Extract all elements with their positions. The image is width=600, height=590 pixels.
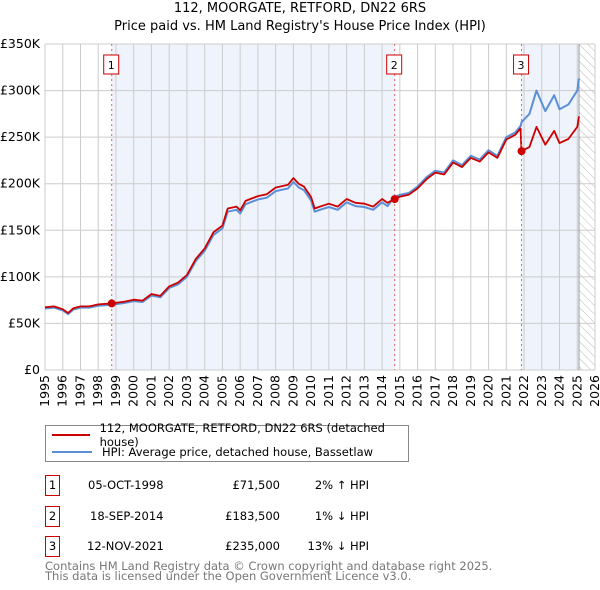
- x-tick-label: 2022: [516, 375, 531, 407]
- y-tick-label: £150K: [0, 222, 41, 237]
- footer-copyright: Contains HM Land Registry data © Crown c…: [45, 559, 493, 573]
- x-tick-label: 2023: [534, 375, 549, 407]
- x-tick-label: 2016: [410, 375, 425, 407]
- x-tick-label: 2009: [285, 375, 300, 407]
- x-tick-label: 1999: [108, 375, 123, 407]
- x-tick-label: 2002: [161, 375, 176, 407]
- sale-point: [390, 195, 399, 204]
- x-tick-label: 2018: [445, 375, 460, 407]
- sale-date: 05-OCT-1998: [88, 478, 164, 492]
- sale-price: £183,500: [225, 509, 280, 523]
- sale-marker-label: 2: [391, 59, 398, 72]
- y-tick-label: £50K: [8, 315, 41, 330]
- x-tick-label: 2003: [179, 375, 194, 407]
- chart-subtitle: Price paid vs. HM Land Registry's House …: [114, 19, 486, 34]
- sale-marker-label: 3: [518, 59, 525, 72]
- footer-licence: This data is licensed under the Open Gov…: [45, 569, 412, 583]
- sale-marker-box: [386, 54, 403, 75]
- hpi-line: [44, 78, 580, 316]
- sale-hpi-diff: 13% ↓ HPI: [307, 539, 369, 553]
- x-tick-label: 2014: [374, 375, 389, 407]
- sale-price: £235,000: [225, 539, 280, 553]
- x-tick-label: 2019: [463, 375, 478, 407]
- table-row: 1 05-OCT-1998 £71,500 2% ↑ HPI: [45, 475, 445, 497]
- shaded-range: [111, 44, 395, 370]
- legend-label: 112, MOORGATE, RETFORD, DN22 6RS (detach…: [99, 421, 385, 449]
- sale-marker-label: 1: [108, 59, 115, 72]
- property-line: [44, 116, 580, 314]
- x-tick-label: 2004: [197, 375, 212, 407]
- x-tick-label: 2008: [268, 375, 283, 407]
- x-tick-label: 1996: [55, 375, 70, 407]
- legend-label: HPI: Average price, detached house, Bass…: [102, 445, 374, 459]
- x-tick-label: 1995: [37, 375, 52, 407]
- x-tick-label: 2017: [427, 375, 442, 407]
- x-tick-label: 2026: [587, 375, 600, 407]
- sale-badge: 1: [45, 475, 60, 496]
- sale-marker-box: [513, 54, 530, 75]
- legend-swatch-hpi: [52, 451, 92, 453]
- x-tick-label: 2011: [321, 375, 336, 407]
- legend-item-hpi: HPI: Average price, detached house, Bass…: [52, 444, 373, 460]
- sale-price: £71,500: [232, 478, 280, 492]
- y-tick-label: £300K: [0, 83, 41, 98]
- y-tick-label: £200K: [0, 176, 41, 191]
- sale-point: [517, 147, 526, 156]
- y-tick-label: £100K: [0, 269, 41, 284]
- y-tick-label: £350K: [0, 36, 41, 51]
- table-row: 3 12-NOV-2021 £235,000 13% ↓ HPI: [45, 536, 445, 558]
- x-tick-label: 2005: [214, 375, 229, 407]
- sale-date: 18-SEP-2014: [90, 509, 164, 523]
- x-tick-label: 2024: [552, 375, 567, 407]
- x-tick-label: 2020: [481, 375, 496, 407]
- x-tick-label: 2021: [498, 375, 513, 407]
- sale-badge: 2: [45, 506, 60, 527]
- legend-item-property: 112, MOORGATE, RETFORD, DN22 6RS (detach…: [52, 421, 408, 449]
- x-tick-label: 2015: [392, 375, 407, 407]
- sale-hpi-diff: 1% ↓ HPI: [314, 509, 369, 523]
- sale-marker-box: [103, 54, 120, 75]
- shaded-range: [521, 44, 580, 370]
- sale-hpi-diff: 2% ↑ HPI: [314, 478, 369, 492]
- table-row: 2 18-SEP-2014 £183,500 1% ↓ HPI: [45, 506, 445, 528]
- y-tick-label: £0: [24, 362, 40, 377]
- legend-swatch-property: [52, 434, 90, 436]
- chart-title: 112, MOORGATE, RETFORD, DN22 6RS: [173, 1, 427, 16]
- x-tick-label: 1997: [72, 375, 87, 407]
- x-tick-label: 2006: [232, 375, 247, 407]
- sale-badge: 3: [45, 536, 60, 557]
- x-tick-label: 2025: [569, 375, 584, 407]
- sale-point: [107, 299, 116, 308]
- sale-date: 12-NOV-2021: [87, 539, 164, 553]
- forecast-hatch: [579, 44, 595, 370]
- x-tick-label: 2012: [339, 375, 354, 407]
- x-tick-label: 2010: [303, 375, 318, 407]
- legend: 112, MOORGATE, RETFORD, DN22 6RS (detach…: [45, 421, 409, 462]
- x-tick-label: 2001: [143, 375, 158, 407]
- x-tick-label: 2000: [126, 375, 141, 407]
- x-tick-label: 2007: [250, 375, 265, 407]
- x-tick-label: 1998: [90, 375, 105, 407]
- x-tick-label: 2013: [356, 375, 371, 407]
- y-tick-label: £250K: [0, 129, 41, 144]
